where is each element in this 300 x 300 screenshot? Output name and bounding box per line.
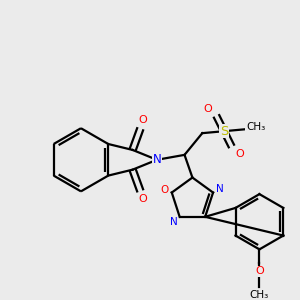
- Text: N: N: [152, 153, 161, 166]
- Text: CH₃: CH₃: [250, 290, 269, 300]
- Text: N: N: [216, 184, 224, 194]
- Text: CH₃: CH₃: [246, 122, 265, 132]
- Text: O: O: [236, 149, 244, 159]
- Text: O: O: [255, 266, 264, 276]
- Text: S: S: [220, 125, 228, 138]
- Text: O: O: [138, 115, 147, 125]
- Text: O: O: [204, 103, 213, 113]
- Text: O: O: [161, 184, 169, 195]
- Text: O: O: [138, 194, 147, 204]
- Text: N: N: [170, 217, 178, 227]
